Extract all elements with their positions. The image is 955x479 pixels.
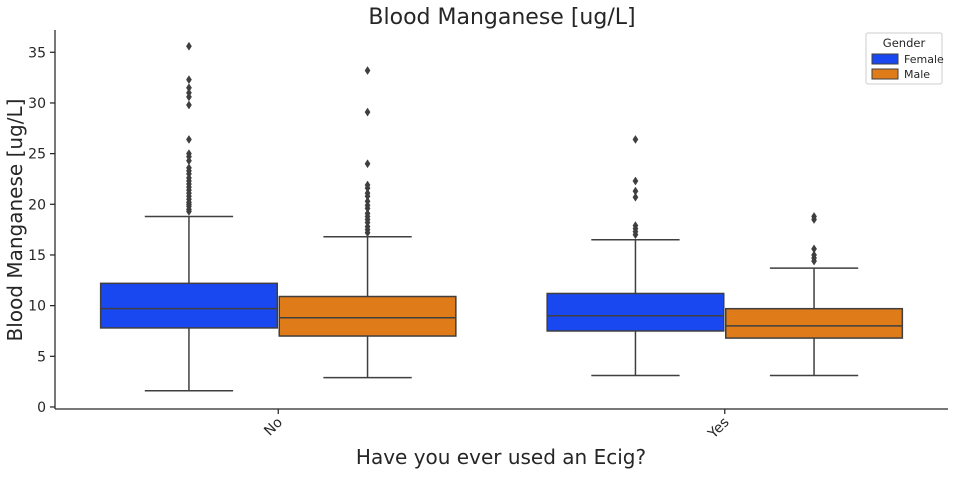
y-tick-label: 20	[28, 197, 46, 213]
legend-label-female: Female	[904, 53, 944, 66]
box-iqr	[278, 295, 457, 337]
outlier-point	[186, 134, 192, 144]
y-tick-label: 25	[28, 147, 46, 163]
outlier-point	[364, 159, 371, 169]
box-female-no	[99, 41, 279, 392]
y-tick-label: 10	[28, 299, 46, 315]
outlier-point	[811, 256, 817, 266]
legend-swatch-female	[871, 53, 899, 65]
y-tick-label: 5	[37, 349, 46, 365]
outlier-point	[364, 66, 371, 75]
legend-label-male: Male	[904, 68, 930, 81]
outlier-point	[186, 100, 192, 110]
y-tick-label: 15	[28, 248, 46, 264]
outlier-point	[364, 228, 371, 238]
x-axis-label: Have you ever used an Ecig?	[356, 445, 646, 469]
box-female-yes	[546, 134, 725, 377]
chart-title: Blood Manganese [ug/L]	[368, 5, 635, 30]
box-male-no	[278, 66, 457, 379]
x-tick-label: Yes	[705, 415, 733, 443]
box-iqr	[546, 292, 725, 332]
outlier-point	[632, 230, 639, 240]
outlier-point	[632, 176, 639, 186]
y-tick-label: 35	[28, 45, 46, 61]
y-axis-label: Blood Manganese [ug/L]	[3, 99, 27, 342]
box-male-yes	[725, 212, 904, 377]
legend: Gender Female Male	[865, 32, 944, 85]
box-iqr	[99, 282, 279, 329]
legend-title: Gender	[883, 36, 926, 50]
outlier-point	[632, 134, 639, 144]
outlier-point	[186, 41, 192, 51]
outlier-point	[186, 75, 192, 85]
outlier-point	[811, 215, 817, 224]
outlier-point	[186, 206, 192, 216]
legend-swatch-male	[871, 68, 899, 80]
outlier-point	[364, 107, 371, 117]
y-tick-label: 0	[37, 400, 46, 416]
box-iqr	[725, 307, 904, 339]
x-tick-label: No	[261, 415, 286, 440]
y-tick-label: 30	[28, 96, 46, 112]
outlier-point	[632, 192, 639, 202]
plot-area: 0 5 10 15 20 25 30 35 No Yes	[28, 30, 948, 443]
